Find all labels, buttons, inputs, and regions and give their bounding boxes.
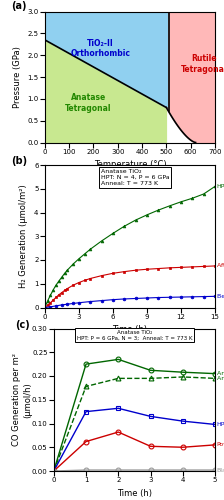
Text: Rutile
Tetragonal: Rutile Tetragonal [181,54,224,74]
Polygon shape [45,40,166,142]
Text: Anatase TiO₂
HPT: P = 6 GPa, N = 3;  Anneal: T = 773 K: Anatase TiO₂ HPT: P = 6 GPa, N = 3; Anne… [77,330,192,340]
Text: Blank: Blank [217,468,224,472]
Text: TiO₂-II
Orthorhombic: TiO₂-II Orthorhombic [71,39,131,58]
Text: Before HPT: Before HPT [217,294,224,299]
X-axis label: Temperature (°C): Temperature (°C) [94,160,166,170]
Text: HPT: HPT [217,422,224,427]
Y-axis label: CO Generation per m²
(μmol/h): CO Generation per m² (μmol/h) [12,353,32,446]
Polygon shape [166,12,215,142]
Text: Anatase TiO₂
HPT: N = 4, P = 6 GPa
Anneal: T = 773 K: Anatase TiO₂ HPT: N = 4, P = 6 GPa Annea… [101,170,170,186]
Text: (a): (a) [11,1,26,11]
Text: Anneal #1: Anneal #1 [217,371,224,376]
X-axis label: Time (h): Time (h) [117,489,152,498]
Text: Powder: Powder [217,442,224,448]
Polygon shape [45,12,169,111]
Text: After HPT: After HPT [217,264,224,268]
Text: Anneal #2: Anneal #2 [217,376,224,381]
X-axis label: Time (h): Time (h) [112,326,147,334]
Y-axis label: H₂ Generation (μmol/m²): H₂ Generation (μmol/m²) [19,184,28,288]
Y-axis label: Pressure (GPa): Pressure (GPa) [13,46,22,108]
Text: (c): (c) [15,320,30,330]
Text: (b): (b) [11,156,27,166]
Text: Anatase
Tetragonal: Anatase Tetragonal [65,94,112,113]
Text: HPT+Anneal: HPT+Anneal [217,184,224,189]
